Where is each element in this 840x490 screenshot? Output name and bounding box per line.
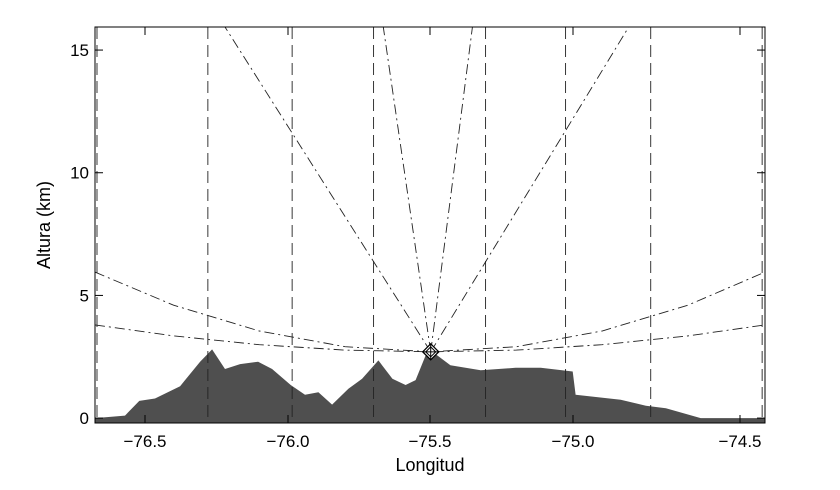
- terrain-area: [95, 349, 765, 423]
- dash-dot-ray-1: [382, 26, 432, 352]
- y-tick-label: 5: [80, 286, 89, 305]
- x-tick-label: −76.0: [266, 432, 309, 451]
- dash-dot-ray-0: [224, 26, 432, 353]
- y-tick-label: 0: [80, 409, 89, 428]
- station-marker-layer: [421, 342, 440, 361]
- y-tick-label: 15: [70, 41, 89, 60]
- x-tick-label: −75.0: [551, 432, 594, 451]
- dash-dot-ray-2: [430, 26, 473, 352]
- dash-dot-curve-0: [94, 271, 766, 353]
- x-tick-label: −76.5: [123, 432, 166, 451]
- dash-dot-curve-1: [94, 324, 766, 353]
- sight-lines-layer: [94, 26, 766, 420]
- x-axis-label: Longitud: [395, 455, 464, 475]
- terrain-area-layer: [95, 349, 765, 423]
- x-tick-label: −75.5: [408, 432, 451, 451]
- y-tick-label: 10: [70, 164, 89, 183]
- x-tick-label: −74.5: [718, 432, 761, 451]
- dash-dot-ray-3: [430, 26, 630, 353]
- y-axis-label: Altura (km): [34, 181, 54, 269]
- ticks-layer: −76.5 −76.0 −75.5 −75.0 −74.5 0 5 10 15: [70, 27, 765, 451]
- station-diamond-marker: [421, 342, 440, 361]
